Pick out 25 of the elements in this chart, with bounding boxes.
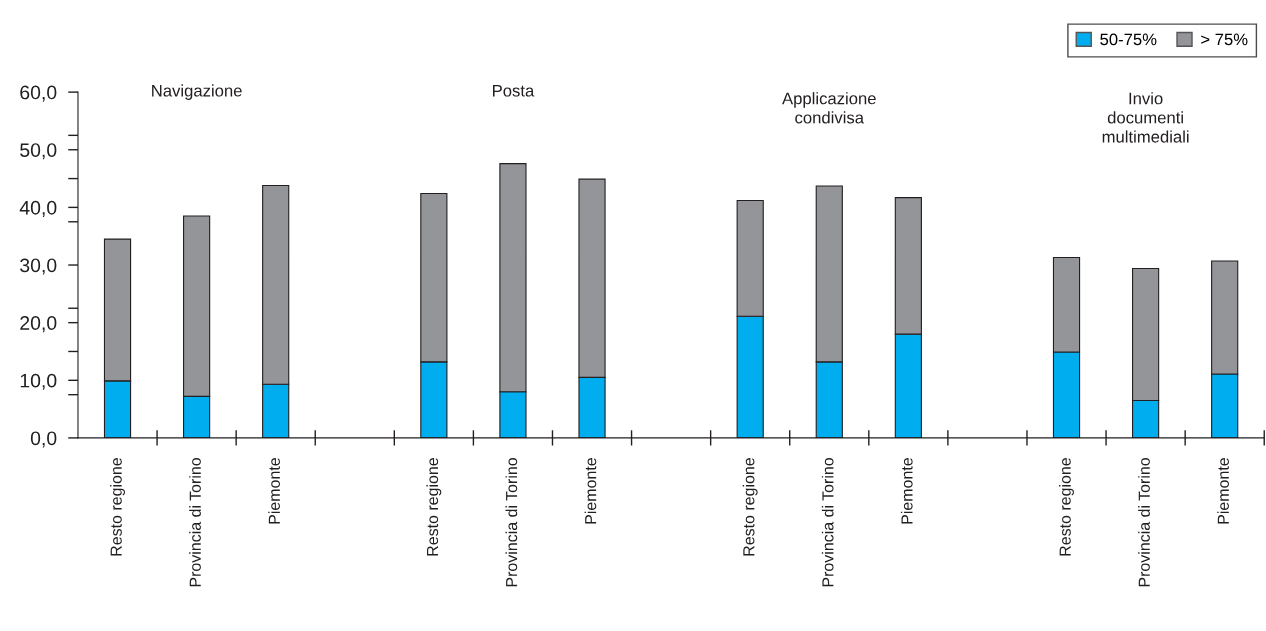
annotation: Invio documenti multimediali	[1102, 92, 1189, 143]
x-tick-label: Piemonte	[268, 458, 280, 524]
y-tick-label: 30,0	[20, 258, 57, 275]
y-tick-label: 50,0	[20, 143, 57, 160]
x-tick-label: Resto regione	[742, 458, 758, 556]
annotation: Posta	[493, 84, 535, 97]
y-tick-label: 40,0	[19, 200, 57, 217]
y-tick-label: 60,0	[20, 85, 57, 102]
x-tick-label: Provincia di Torino	[189, 458, 201, 587]
legend-label: 50-75%	[1100, 33, 1157, 46]
x-tick-label: Provincia di Torino	[1138, 458, 1150, 587]
y-tick-label: 0,0	[30, 431, 57, 448]
x-tick-label: Provincia di Torino	[505, 458, 518, 587]
x-tick-label: Piemonte	[1217, 458, 1229, 524]
x-tick-label: Piemonte	[900, 458, 913, 524]
x-tick-label: Resto regione	[1059, 458, 1074, 556]
x-tick-label: Provincia di Torino	[821, 458, 834, 587]
x-tick-label: Resto regione	[110, 458, 125, 556]
y-tick-label: 20,0	[20, 316, 57, 333]
x-tick-label: Resto regione	[426, 458, 442, 556]
annotation: Navigazione	[152, 84, 242, 100]
annotation: Applicazione condivisa	[782, 92, 876, 124]
x-tick-label: Piemonte	[584, 458, 597, 524]
y-tick-label: 10,0	[20, 373, 57, 390]
legend-label: > 75%	[1201, 33, 1248, 46]
